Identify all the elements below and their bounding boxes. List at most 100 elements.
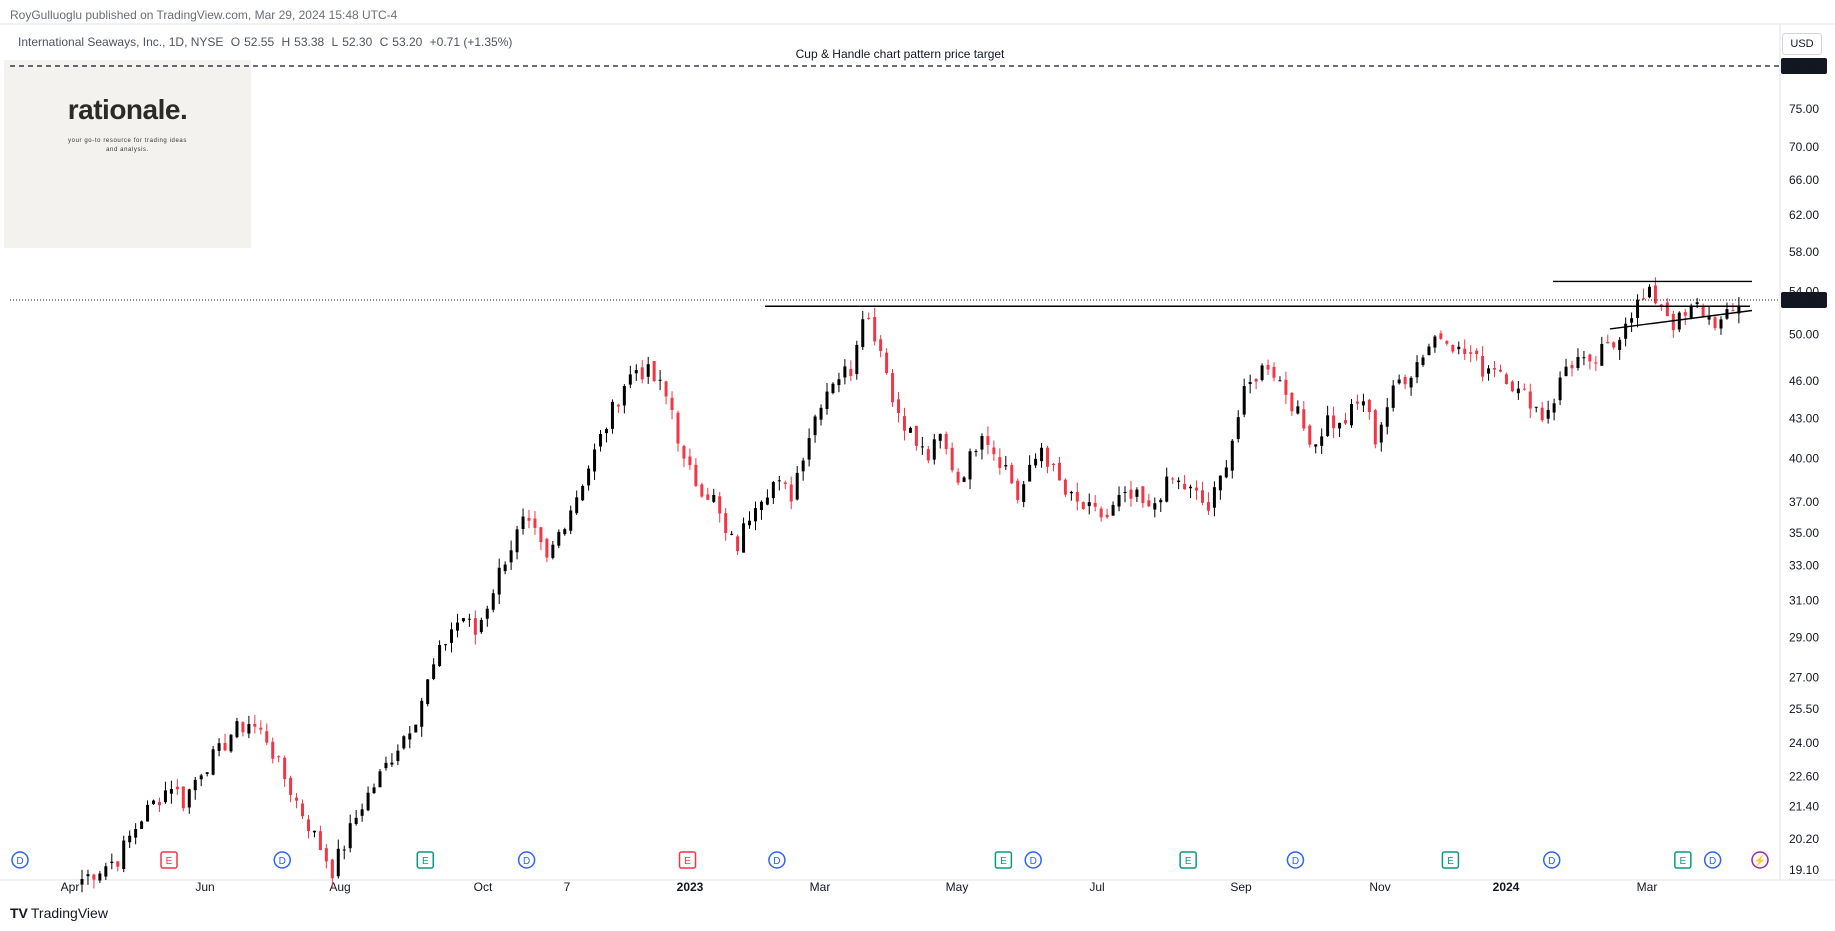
candle-body bbox=[1236, 417, 1240, 440]
candle-body bbox=[455, 622, 459, 631]
dividend-marker-icon[interactable] bbox=[1024, 851, 1042, 869]
candle-body bbox=[509, 550, 513, 563]
triangle-support-line[interactable] bbox=[1609, 309, 1753, 330]
candle-body bbox=[1212, 487, 1216, 508]
candle-body bbox=[301, 803, 305, 817]
candle-body bbox=[956, 471, 960, 483]
watermark-word: rationale. bbox=[67, 94, 188, 125]
candle-body bbox=[473, 618, 477, 635]
candle-body bbox=[1022, 484, 1026, 502]
candle-body bbox=[855, 344, 859, 375]
event-marker-label: D bbox=[279, 856, 286, 867]
candle-body bbox=[354, 817, 358, 824]
earnings-marker-icon[interactable] bbox=[1674, 851, 1692, 869]
candle-body bbox=[1451, 344, 1455, 352]
candle-body bbox=[1439, 333, 1443, 339]
dividend-marker-icon[interactable] bbox=[517, 851, 536, 869]
candle-body bbox=[241, 722, 245, 733]
candle-body bbox=[1576, 357, 1580, 368]
candle-body bbox=[318, 831, 322, 851]
candle-body bbox=[628, 374, 632, 385]
candle-body bbox=[1028, 464, 1032, 482]
earnings-marker-icon[interactable] bbox=[994, 851, 1013, 869]
candle-body bbox=[1230, 440, 1234, 471]
candle-body bbox=[1063, 479, 1067, 495]
candle-body bbox=[1612, 342, 1616, 348]
dividend-marker-icon[interactable] bbox=[1286, 851, 1305, 869]
event-marker-label: D bbox=[16, 856, 23, 867]
candle-body bbox=[152, 800, 156, 805]
candle-body bbox=[962, 477, 966, 482]
dividend-marker-icon[interactable] bbox=[768, 851, 786, 869]
candle-body bbox=[1653, 285, 1657, 304]
candle-body bbox=[283, 757, 287, 780]
x-tick-label: Oct bbox=[474, 880, 493, 894]
dividend-marker-icon[interactable] bbox=[1703, 851, 1722, 869]
earnings-marker-icon[interactable] bbox=[1179, 851, 1197, 869]
candle-body bbox=[837, 379, 841, 386]
event-marker-label: E bbox=[1447, 856, 1454, 867]
candle-body bbox=[986, 436, 990, 445]
y-tick-label: 40.00 bbox=[1789, 452, 1819, 466]
candle-body bbox=[426, 679, 430, 705]
earnings-marker-icon[interactable] bbox=[1441, 851, 1460, 869]
candle-body bbox=[1671, 313, 1675, 331]
candle-body bbox=[694, 464, 698, 486]
candle-body bbox=[1171, 478, 1175, 480]
candle-body bbox=[1689, 306, 1693, 318]
currency-button[interactable]: USD bbox=[1782, 33, 1822, 55]
dividend-marker-icon[interactable] bbox=[273, 851, 291, 869]
candle-body bbox=[968, 451, 972, 480]
candle-body bbox=[1200, 490, 1204, 503]
candle-body bbox=[1069, 491, 1073, 494]
candle-body bbox=[557, 531, 561, 546]
candle-body bbox=[396, 750, 400, 762]
dividend-marker-icon[interactable] bbox=[1542, 851, 1561, 869]
candle-body bbox=[926, 449, 930, 461]
candle-body bbox=[324, 848, 328, 862]
candle-body bbox=[1624, 323, 1628, 339]
candle-body bbox=[265, 731, 269, 743]
y-tick-label: 50.00 bbox=[1789, 327, 1819, 341]
candle-body bbox=[581, 485, 585, 501]
footer-brand[interactable]: TV TradingView bbox=[10, 905, 108, 921]
candle-body bbox=[610, 401, 614, 429]
candle-body bbox=[223, 743, 227, 751]
candle-body bbox=[1004, 465, 1008, 467]
candle-body bbox=[777, 480, 781, 482]
earnings-marker-icon[interactable] bbox=[160, 851, 178, 869]
candle-body bbox=[1224, 467, 1228, 478]
candle-body bbox=[819, 407, 823, 420]
earnings-marker-icon[interactable] bbox=[416, 851, 435, 869]
candle-body bbox=[938, 433, 942, 441]
candle-body bbox=[1445, 341, 1449, 344]
candle-body bbox=[664, 381, 668, 397]
tradingview-logo-icon: TV bbox=[10, 905, 28, 921]
candle-body bbox=[1308, 425, 1312, 445]
y-tick-label: 25.50 bbox=[1789, 702, 1819, 716]
candle-body bbox=[450, 629, 454, 643]
split-marker-icon[interactable] bbox=[1751, 851, 1769, 869]
candle-body bbox=[1326, 415, 1330, 436]
event-marker-label: E bbox=[166, 856, 173, 867]
candle-body bbox=[1409, 377, 1413, 388]
candle-body bbox=[789, 484, 793, 502]
candle-body bbox=[1433, 336, 1437, 348]
candle-body bbox=[414, 724, 418, 733]
candle-body bbox=[306, 819, 310, 832]
candle-body bbox=[1540, 407, 1544, 421]
symbol-name[interactable]: International Seaways, Inc., 1D, NYSE bbox=[18, 35, 224, 49]
candle-body bbox=[1189, 486, 1193, 489]
candle-body bbox=[1254, 378, 1258, 382]
candle-body bbox=[1010, 464, 1014, 484]
dividend-marker-icon[interactable] bbox=[11, 851, 29, 869]
candle-body bbox=[831, 383, 835, 393]
candle-body bbox=[670, 397, 674, 411]
candle-body bbox=[783, 482, 787, 484]
earnings-marker-icon[interactable] bbox=[678, 851, 697, 869]
candle-body bbox=[545, 538, 549, 558]
y-tick-label: 35.00 bbox=[1789, 526, 1819, 540]
y-tick-label: 46.00 bbox=[1789, 374, 1819, 388]
